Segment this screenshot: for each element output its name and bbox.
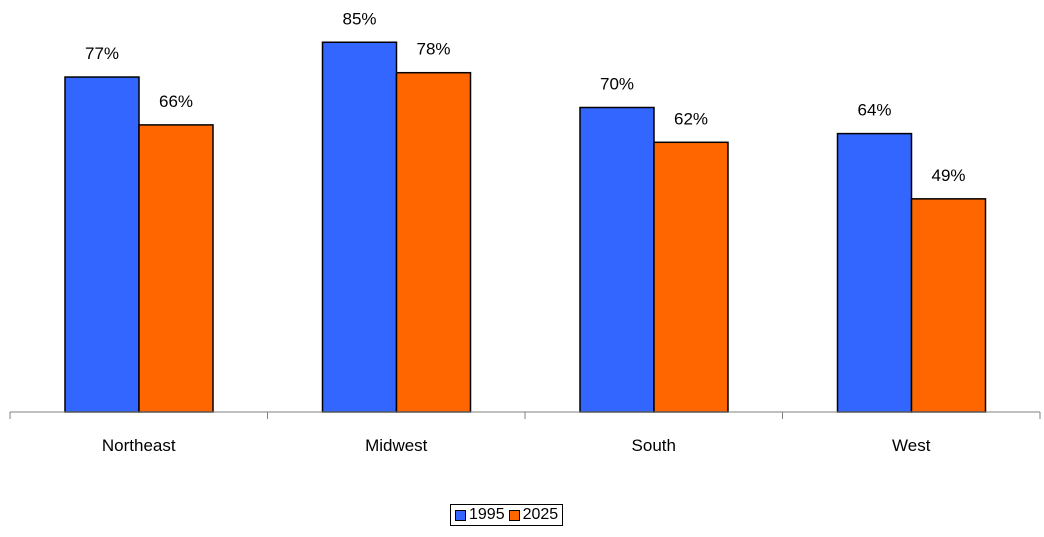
bar-south-1995 <box>579 106 655 413</box>
x-axis: Northeast Midwest South West <box>9 411 1041 455</box>
x-tick-label-south: South <box>632 436 676 455</box>
data-label-south-1995: 70% <box>600 75 634 94</box>
bar-midwest-2025 <box>395 71 472 413</box>
legend: 1995 2025 <box>450 504 564 526</box>
legend-label-1995: 1995 <box>469 506 505 523</box>
legend-item-2025: 2025 <box>508 506 559 524</box>
legend-swatch-2025 <box>508 509 520 521</box>
bar-west-2025 <box>910 198 987 413</box>
legend-item-1995: 1995 <box>455 506 505 524</box>
bar-south-2025 <box>653 141 729 413</box>
data-label-midwest-2025: 78% <box>416 40 450 59</box>
legend-label-2025: 2025 <box>522 506 559 523</box>
data-label-midwest-1995: 85% <box>342 9 376 28</box>
data-label-west-1995: 64% <box>857 101 891 120</box>
bar-northeast-2025 <box>138 124 214 413</box>
bar-northeast-1995 <box>64 76 140 413</box>
data-label-south-2025: 62% <box>674 109 708 128</box>
bars-layer <box>64 41 987 413</box>
x-tick-label-midwest: Midwest <box>365 436 428 455</box>
x-tick-label-west: West <box>892 436 931 455</box>
bar-west-1995 <box>836 132 913 413</box>
data-label-northeast-1995: 77% <box>85 44 119 63</box>
data-label-northeast-2025: 66% <box>159 92 193 111</box>
legend-swatch-1995 <box>455 509 466 521</box>
bar-midwest-1995 <box>321 41 398 413</box>
x-tick-label-northeast: Northeast <box>102 436 176 455</box>
data-labels-layer: 77% 66% 85% 78% 70% 62% 64% 49% <box>85 9 966 185</box>
data-label-west-2025: 49% <box>931 166 965 185</box>
